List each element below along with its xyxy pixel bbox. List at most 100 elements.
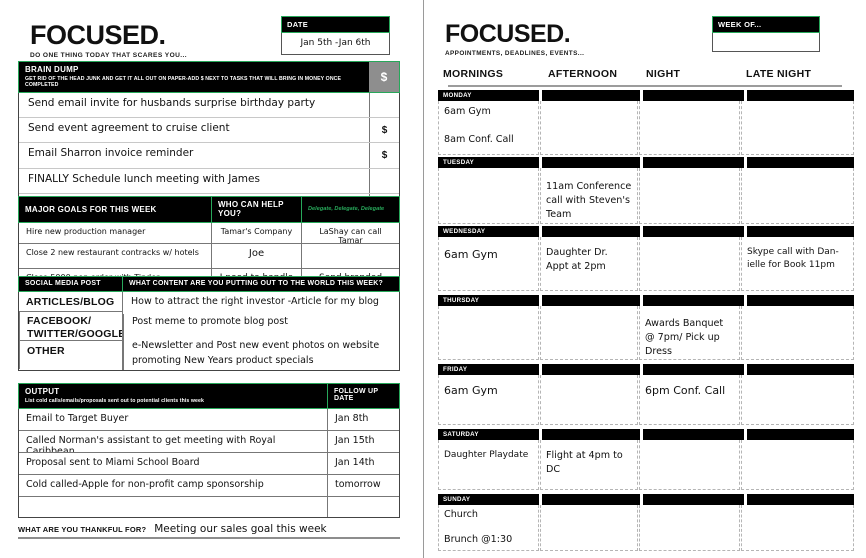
day-name-cell: SATURDAY: [438, 429, 539, 440]
brain-dump-money[interactable]: $: [369, 143, 399, 168]
day-name-cell: SUNDAY: [438, 494, 539, 505]
social-label-facebook[interactable]: FACEBOOK/ TWITTER/GOOGLE+: [19, 312, 122, 341]
output-title-cell: OUTPUT List cold calls/emails/proposals …: [19, 384, 327, 408]
day-name: WEDNESDAY: [443, 228, 486, 235]
brain-dump-text[interactable]: FINALLY Schedule lunch meeting with Jame…: [28, 172, 260, 185]
cell-afternoon[interactable]: [540, 375, 638, 425]
day-name: MONDAY: [443, 92, 472, 99]
cell-night[interactable]: [639, 237, 740, 291]
goal-who[interactable]: Tamar's Company: [211, 223, 301, 243]
cell-night[interactable]: [639, 440, 740, 490]
social-media-col1-label: SOCIAL MEDIA POST: [25, 280, 101, 287]
table-row[interactable]: Proposal sent to Miami School Board Jan …: [19, 452, 399, 475]
brain-dump-text[interactable]: Email Sharron invoice reminder: [28, 147, 194, 160]
goal-text[interactable]: Hire new production manager: [26, 227, 146, 236]
cell-night[interactable]: [639, 101, 740, 155]
cell-night[interactable]: Awards Banquet @ 7pm/ Pick up Dress: [639, 306, 740, 360]
week-of-box[interactable]: WEEK OF...: [712, 16, 820, 52]
day-cells: 6am Gym 6pm Conf. Call: [438, 375, 854, 425]
goal-delegate[interactable]: LaShay can call Tamar: [301, 223, 399, 243]
day-header-block: [542, 429, 640, 440]
output-item[interactable]: Cold called-Apple for non-profit camp sp…: [26, 478, 264, 490]
day-cells: Awards Banquet @ 7pm/ Pick up Dress: [438, 306, 854, 360]
week-of-value[interactable]: [712, 33, 820, 52]
social-label-other[interactable]: OTHER: [19, 341, 122, 369]
day-header-block: [542, 90, 640, 101]
cell-late-night[interactable]: [741, 375, 854, 425]
brain-dump-row[interactable]: Send email invite for husbands surprise …: [19, 92, 399, 118]
cell-late-night[interactable]: [741, 440, 854, 490]
cell-morning[interactable]: Church Brunch @1:30: [438, 505, 539, 551]
major-goals-col2: WHO CAN HELP YOU?: [211, 197, 301, 222]
goal-who[interactable]: Joe: [211, 244, 301, 268]
cell-night[interactable]: [639, 168, 740, 224]
date-box[interactable]: DATE Jan 5th -Jan 6th: [281, 16, 390, 55]
cell-afternoon[interactable]: [540, 505, 638, 551]
output-date[interactable]: Jan 14th: [327, 452, 399, 474]
brain-dump-text[interactable]: Send email invite for husbands surprise …: [28, 96, 316, 109]
cell-morning[interactable]: Daughter Playdate: [438, 440, 539, 490]
cell-night[interactable]: [639, 505, 740, 551]
table-row[interactable]: Cold called-Apple for non-profit camp sp…: [19, 474, 399, 497]
cell-night[interactable]: 6pm Conf. Call: [639, 375, 740, 425]
output-item[interactable]: Email to Target Buyer: [26, 412, 129, 424]
output-item[interactable]: Proposal sent to Miami School Board: [26, 456, 200, 468]
output-item[interactable]: [19, 497, 327, 517]
output-item[interactable]: Called Norman's assistant to get meeting…: [26, 434, 276, 452]
week-of-label: WEEK OF...: [712, 16, 820, 33]
brain-dump-money[interactable]: [369, 92, 399, 117]
cell-morning[interactable]: [438, 168, 539, 224]
cell-afternoon[interactable]: Flight at 4pm to DC: [540, 440, 638, 490]
cell-late-night[interactable]: [741, 101, 854, 155]
cell-late-night[interactable]: [741, 505, 854, 551]
output-date[interactable]: Jan 8th: [327, 408, 399, 430]
cell-afternoon[interactable]: [540, 101, 638, 155]
day-name: SATURDAY: [443, 431, 479, 438]
brain-dump-money[interactable]: $: [369, 117, 399, 143]
day-header-block: [643, 157, 744, 168]
social-content-facebook[interactable]: Post meme to promote blog post: [123, 314, 399, 336]
cell-morning[interactable]: 6am Gym 8am Conf. Call: [438, 101, 539, 155]
cell-late-night[interactable]: [741, 306, 854, 360]
brain-dump-title-cell: BRAIN DUMP GET RID OF THE HEAD JUNK AND …: [19, 62, 369, 92]
day-name: THURSDAY: [443, 297, 480, 304]
brain-dump-row[interactable]: Email Sharron invoice reminder $: [19, 143, 399, 169]
output-date[interactable]: tomorrow: [327, 474, 399, 496]
cell-afternoon[interactable]: 11am Conference call with Steven's Team: [540, 168, 638, 224]
goal-text[interactable]: Close 2 new restaurant contracks w/ hote…: [26, 248, 199, 257]
table-row[interactable]: Called Norman's assistant to get meeting…: [19, 430, 399, 453]
social-content-other[interactable]: e-Newsletter and Post new event photos o…: [123, 336, 399, 371]
day-header: THURSDAY: [438, 295, 854, 306]
cell-morning[interactable]: 6am Gym: [438, 237, 539, 291]
day-header-block: [643, 295, 744, 306]
cell-afternoon[interactable]: [540, 306, 638, 360]
brain-dump-row[interactable]: FINALLY Schedule lunch meeting with Jame…: [19, 168, 399, 195]
table-row[interactable]: Hire new production manager Tamar's Comp…: [19, 223, 399, 244]
social-media-col1: SOCIAL MEDIA POST: [19, 277, 122, 291]
output-date[interactable]: Jan 15th: [327, 430, 399, 452]
table-row[interactable]: [19, 496, 399, 517]
day-sunday: SUNDAY Church Brunch @1:30: [438, 494, 854, 551]
cell-late-night[interactable]: [741, 168, 854, 224]
day-name: FRIDAY: [443, 366, 468, 373]
brain-dump-money[interactable]: [369, 168, 399, 194]
date-value[interactable]: Jan 5th -Jan 6th: [281, 33, 390, 55]
output-date[interactable]: [327, 496, 399, 517]
table-row[interactable]: Email to Target Buyer Jan 8th: [19, 408, 399, 431]
brain-dump-row[interactable]: Send event agreement to cruise client $: [19, 117, 399, 144]
cell-afternoon[interactable]: Daughter Dr. Appt at 2pm: [540, 237, 638, 291]
social-content-articles[interactable]: How to attract the right investor -Artic…: [131, 296, 379, 307]
brand-tagline: APPOINTMENTS, DEADLINES, EVENTS...: [445, 50, 585, 57]
brain-dump-text[interactable]: Send event agreement to cruise client: [28, 121, 230, 134]
day-thursday: THURSDAY Awards Banquet @ 7pm/ Pick up D…: [438, 295, 854, 360]
cell-morning[interactable]: 6am Gym: [438, 375, 539, 425]
left-page: FOCUSED. DO ONE THING TODAY THAT SCARES …: [0, 0, 422, 558]
thankful-value[interactable]: Meeting our sales goal this week: [154, 523, 327, 535]
table-row[interactable]: Close 2 new restaurant contracks w/ hote…: [19, 244, 399, 269]
goal-delegate[interactable]: [301, 244, 399, 268]
day-header-block: [747, 295, 854, 306]
social-label-articles[interactable]: ARTICLES/BLOG: [19, 292, 122, 312]
cell-late-night[interactable]: Skype call with Dan-ielle for Book 11pm: [741, 237, 854, 291]
cell-morning[interactable]: [438, 306, 539, 360]
